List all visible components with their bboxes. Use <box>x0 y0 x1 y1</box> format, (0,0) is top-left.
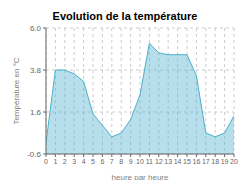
svg-text:heure par heure: heure par heure <box>112 173 169 180</box>
svg-text:19: 19 <box>221 158 229 165</box>
svg-text:6.0: 6.0 <box>30 24 42 33</box>
svg-text:12: 12 <box>155 158 163 165</box>
svg-text:10: 10 <box>136 158 144 165</box>
svg-text:17: 17 <box>202 158 210 165</box>
svg-text:1.6: 1.6 <box>30 108 42 117</box>
svg-text:3: 3 <box>72 158 76 165</box>
svg-text:20: 20 <box>230 158 238 165</box>
svg-text:3.8: 3.8 <box>30 66 42 75</box>
svg-text:2: 2 <box>63 158 67 165</box>
svg-text:18: 18 <box>211 158 219 165</box>
svg-text:5: 5 <box>91 158 95 165</box>
svg-text:4: 4 <box>82 158 86 165</box>
svg-text:14: 14 <box>174 158 182 165</box>
svg-text:-0.6: -0.6 <box>27 150 41 159</box>
svg-text:1: 1 <box>53 158 57 165</box>
svg-text:7: 7 <box>110 158 114 165</box>
svg-text:9: 9 <box>129 158 133 165</box>
svg-text:16: 16 <box>193 158 201 165</box>
html-text:Evolution de la température: Evolution de la température <box>52 10 198 22</box>
svg-text:6: 6 <box>100 158 104 165</box>
svg-text:15: 15 <box>183 158 191 165</box>
svg-text:8: 8 <box>119 158 123 165</box>
svg-text:Température en °C: Température en °C <box>12 57 21 124</box>
svg-text:0: 0 <box>44 158 48 165</box>
svg-text:11: 11 <box>146 158 153 165</box>
svg-text:13: 13 <box>164 158 172 165</box>
